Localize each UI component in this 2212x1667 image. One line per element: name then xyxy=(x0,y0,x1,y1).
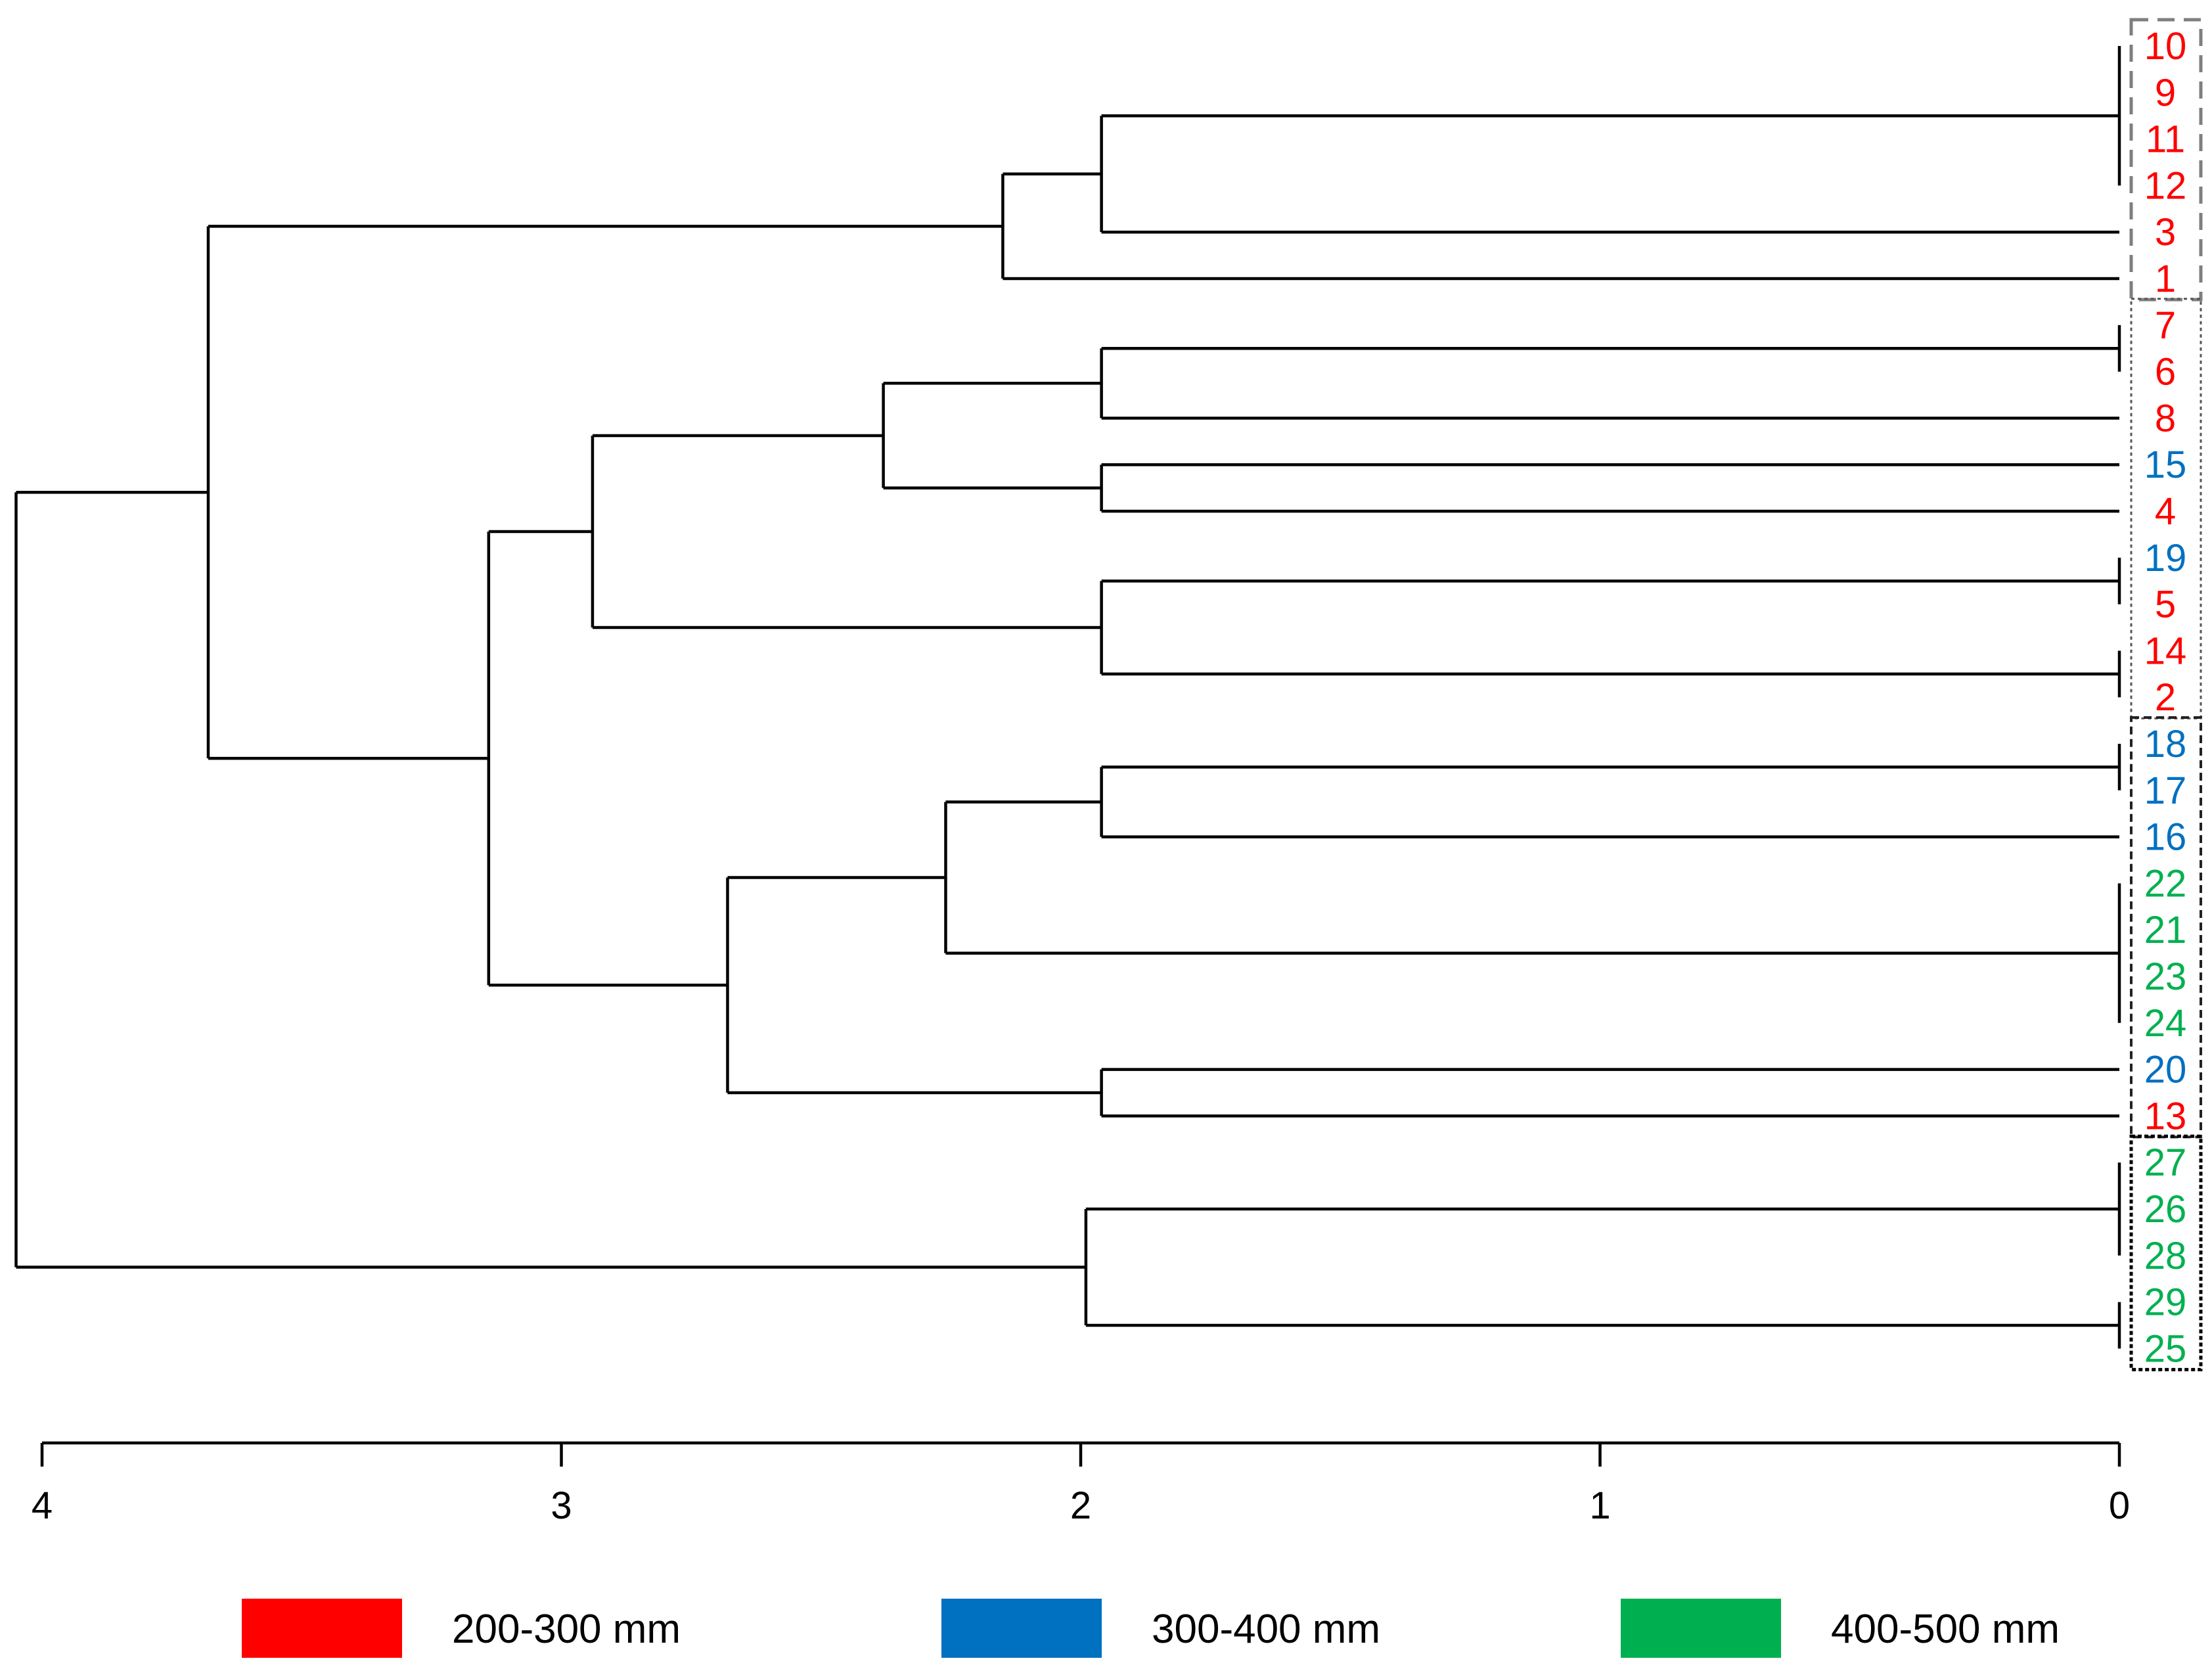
x-tick-label-0: 0 xyxy=(2109,1484,2130,1527)
x-axis: 4 3 2 1 0 xyxy=(32,1441,2130,1527)
legend-swatch-200-300-mm xyxy=(242,1599,402,1658)
dendrogram-branches xyxy=(14,46,2121,1349)
legend-swatch-400-500-mm xyxy=(1621,1599,1781,1658)
leaf-label-2: 2 xyxy=(2155,676,2176,719)
x-tick-label-1: 1 xyxy=(1589,1484,1610,1527)
cluster-box-4 xyxy=(2129,1134,2203,1371)
leaf-label-19: 19 xyxy=(2144,537,2187,580)
leaf-label-29: 29 xyxy=(2144,1281,2187,1324)
x-tick-label-2: 2 xyxy=(1070,1484,1091,1527)
cluster-boxes xyxy=(2129,18,2203,1371)
leaf-label-5: 5 xyxy=(2155,583,2176,626)
leaf-label-16: 16 xyxy=(2144,816,2187,859)
leaf-label-26: 26 xyxy=(2144,1188,2187,1231)
legend-label-300-400-mm: 300-400 mm xyxy=(1152,1607,1380,1652)
leaf-label-4: 4 xyxy=(2155,490,2176,533)
leaf-label-27: 27 xyxy=(2144,1141,2187,1184)
leaf-label-20: 20 xyxy=(2144,1049,2187,1091)
leaf-label-8: 8 xyxy=(2155,397,2176,440)
leaf-label-21: 21 xyxy=(2144,909,2187,951)
leaf-label-11: 11 xyxy=(2146,118,2185,161)
cluster-box-3 xyxy=(2130,716,2202,1139)
leaf-label-7: 7 xyxy=(2155,304,2176,347)
leaf-label-15: 15 xyxy=(2144,444,2187,486)
leaf-label-28: 28 xyxy=(2144,1235,2187,1277)
leaf-label-22: 22 xyxy=(2144,862,2187,905)
leaf-label-25: 25 xyxy=(2144,1327,2187,1370)
leaf-label-3: 3 xyxy=(2155,211,2176,254)
leaf-label-13: 13 xyxy=(2144,1095,2187,1137)
legend: 200-300 mm 300-400 mm 400-500 mm xyxy=(242,1599,2060,1658)
legend-label-200-300-mm: 200-300 mm xyxy=(452,1607,681,1652)
legend-label-400-500-mm: 400-500 mm xyxy=(1831,1607,2060,1652)
leaf-label-14: 14 xyxy=(2144,629,2187,672)
leaf-label-23: 23 xyxy=(2144,955,2187,998)
leaf-label-18: 18 xyxy=(2144,723,2187,765)
leaf-label-9: 9 xyxy=(2155,72,2176,114)
x-tick-label-4: 4 xyxy=(32,1484,53,1527)
leaf-labels: 1091112317681541951421817162221232420132… xyxy=(2144,25,2187,1370)
leaf-label-1: 1 xyxy=(2155,258,2176,300)
leaf-label-10: 10 xyxy=(2144,25,2187,68)
legend-swatch-300-400-mm xyxy=(941,1599,1102,1658)
leaf-label-12: 12 xyxy=(2144,164,2187,207)
leaf-label-24: 24 xyxy=(2144,1002,2187,1045)
leaf-label-6: 6 xyxy=(2155,351,2176,394)
cluster-box-2 xyxy=(2130,298,2202,719)
leaf-label-17: 17 xyxy=(2144,769,2187,812)
x-tick-label-3: 3 xyxy=(551,1484,572,1527)
